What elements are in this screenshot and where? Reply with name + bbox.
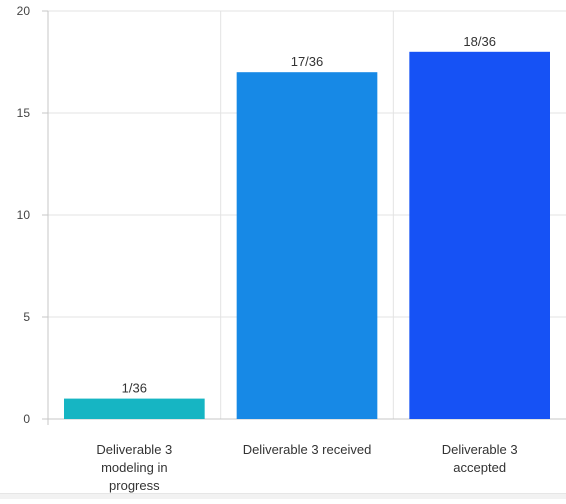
bar-data-label: 17/36 <box>291 54 324 69</box>
x-category-label: progress <box>109 478 160 493</box>
y-tick-label: 0 <box>23 412 30 426</box>
y-tick-label: 10 <box>17 208 31 222</box>
y-tick-label: 15 <box>17 106 31 120</box>
y-tick-label: 5 <box>23 310 30 324</box>
x-category-label: modeling in <box>101 460 168 475</box>
bar <box>237 72 378 419</box>
bar <box>64 399 205 419</box>
x-category-label: accepted <box>453 460 506 475</box>
x-category-label: Deliverable 3 received <box>243 442 372 457</box>
bar <box>409 52 550 419</box>
bottom-scroll-strip <box>0 493 566 499</box>
x-category-label: Deliverable 3 <box>442 442 518 457</box>
bar-data-label: 18/36 <box>463 34 496 49</box>
x-category-label: Deliverable 3 <box>96 442 172 457</box>
y-tick-label: 20 <box>17 4 31 18</box>
bar-data-label: 1/36 <box>122 381 147 396</box>
